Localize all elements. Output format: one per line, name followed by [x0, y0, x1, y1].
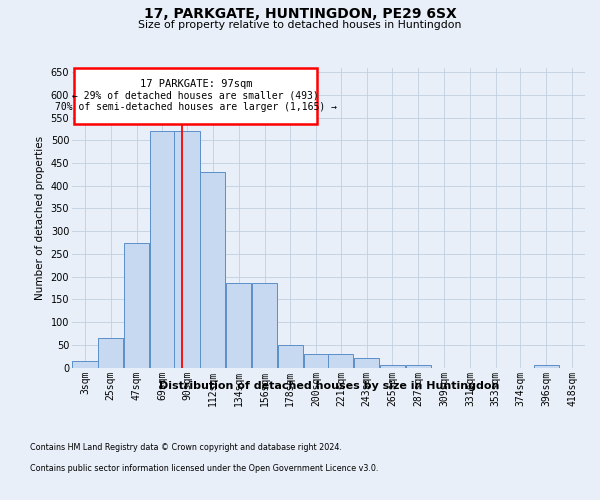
Text: 70% of semi-detached houses are larger (1,165) →: 70% of semi-detached houses are larger (…: [55, 102, 337, 113]
Text: 17, PARKGATE, HUNTINGDON, PE29 6SX: 17, PARKGATE, HUNTINGDON, PE29 6SX: [143, 8, 457, 22]
Bar: [354, 358, 379, 368]
Text: Size of property relative to detached houses in Huntingdon: Size of property relative to detached ho…: [139, 20, 461, 30]
Bar: [328, 354, 353, 368]
Text: Distribution of detached houses by size in Huntingdon: Distribution of detached houses by size …: [158, 381, 499, 391]
Text: 17 PARKGATE: 97sqm: 17 PARKGATE: 97sqm: [140, 80, 252, 90]
FancyBboxPatch shape: [74, 68, 317, 124]
Y-axis label: Number of detached properties: Number of detached properties: [35, 136, 45, 300]
Bar: [124, 242, 149, 368]
Bar: [406, 365, 431, 368]
Text: ← 29% of detached houses are smaller (493): ← 29% of detached houses are smaller (49…: [73, 90, 319, 101]
Bar: [252, 284, 277, 368]
Bar: [304, 354, 329, 368]
Bar: [533, 365, 559, 368]
Text: Contains HM Land Registry data © Crown copyright and database right 2024.: Contains HM Land Registry data © Crown c…: [30, 442, 342, 452]
Bar: [98, 338, 124, 368]
Bar: [175, 131, 200, 368]
Bar: [226, 284, 251, 368]
Text: Contains public sector information licensed under the Open Government Licence v3: Contains public sector information licen…: [30, 464, 379, 473]
Bar: [200, 172, 226, 368]
Bar: [150, 131, 175, 368]
Bar: [380, 365, 405, 368]
Bar: [278, 345, 303, 368]
Bar: [72, 360, 98, 368]
